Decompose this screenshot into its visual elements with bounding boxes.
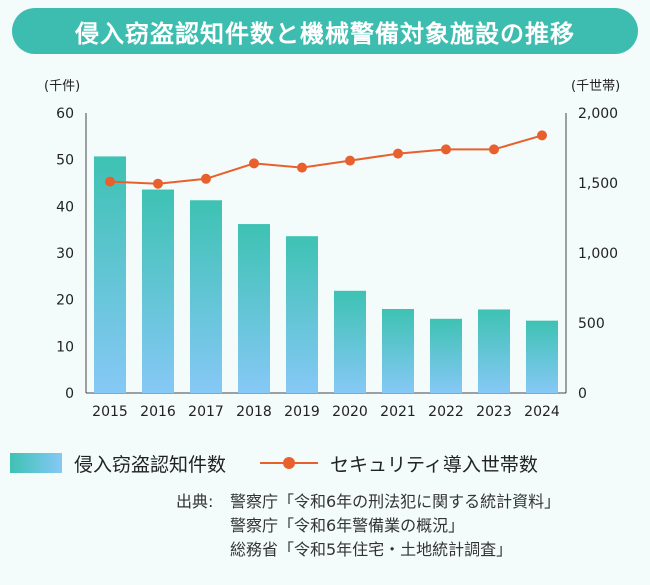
y-left-unit-label: (千件) [44, 79, 80, 94]
x-tick-label: 2015 [92, 404, 128, 420]
legend: 侵入窃盗認知件数 セキュリティ導入世帯数 [10, 446, 640, 480]
source-line: 総務省「令和5年住宅・土地統計調査」 [230, 540, 513, 559]
y-left-tick-label: 50 [56, 153, 74, 169]
bar [430, 318, 462, 393]
x-tick-label: 2023 [476, 404, 512, 420]
x-tick-label: 2024 [524, 404, 560, 420]
source-label: 出典: [176, 492, 214, 511]
source-line: 警察庁「令和6年警備業の概況」 [230, 516, 465, 535]
bar [190, 200, 222, 393]
y-left-tick-label: 60 [56, 106, 74, 122]
source-note: 出典: 警察庁「令和6年の刑法犯に関する統計資料」 警察庁「令和6年警備業の概況… [176, 490, 560, 562]
y-left-tick-label: 20 [56, 293, 74, 309]
y-left-tick-label: 10 [56, 339, 74, 355]
legend-line-label: セキュリティ導入世帯数 [330, 453, 538, 476]
bar [478, 309, 510, 393]
y-left-tick-label: 0 [65, 386, 74, 402]
line-point [153, 178, 163, 189]
y-right-tick-label: 0 [578, 386, 587, 402]
y-right-tick-label: 2,000 [578, 106, 618, 122]
line-point [201, 173, 211, 184]
y-left-tick-label: 40 [56, 199, 74, 215]
legend-line-marker-icon [260, 453, 319, 473]
line-point [537, 130, 547, 141]
y-right-tick-label: 1,000 [578, 246, 618, 262]
x-tick-label: 2016 [140, 404, 176, 420]
bar [238, 224, 270, 393]
x-tick-label: 2022 [428, 404, 464, 420]
chart-title: 侵入窃盗認知件数と機械警備対象施設の推移 [75, 19, 575, 48]
y-right-tick-label: 1,500 [578, 176, 618, 192]
title-banner: 侵入窃盗認知件数と機械警備対象施設の推移 [12, 8, 638, 54]
combo-chart: 0 10 20 30 40 50 60 0 500 1,000 1,500 2,000 (千件) (千世帯… [44, 79, 620, 420]
line-point [105, 176, 115, 187]
y-right-tick-label: 500 [578, 316, 605, 332]
series-line [109, 134, 543, 185]
x-tick-label: 2019 [284, 404, 320, 420]
x-tick-label: 2018 [236, 404, 272, 420]
bar [286, 236, 318, 393]
bar [334, 290, 366, 393]
line-point [249, 158, 259, 169]
bar [142, 189, 174, 393]
bar [94, 156, 126, 393]
line-point [441, 144, 451, 155]
y-left-tick-label: 30 [56, 246, 74, 262]
line-point [345, 155, 355, 166]
source-line: 警察庁「令和6年の刑法犯に関する統計資料」 [230, 492, 561, 511]
x-tick-label: 2021 [380, 404, 416, 420]
bar [526, 320, 558, 393]
line-point [489, 144, 499, 155]
x-tick-label: 2020 [332, 404, 368, 420]
y-right-unit-label: (千世帯) [571, 79, 620, 94]
bar [382, 309, 414, 393]
x-tick-label: 2017 [188, 404, 224, 420]
line-point [393, 148, 403, 159]
legend-bar-swatch [10, 453, 62, 473]
line-point [297, 162, 307, 173]
legend-bar-label: 侵入窃盗認知件数 [74, 453, 227, 476]
